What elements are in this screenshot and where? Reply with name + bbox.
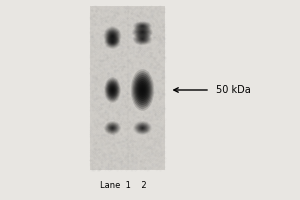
Ellipse shape [138, 124, 147, 132]
Ellipse shape [141, 31, 144, 33]
Ellipse shape [142, 89, 143, 91]
Ellipse shape [133, 73, 152, 107]
Ellipse shape [137, 23, 148, 29]
Ellipse shape [134, 22, 151, 30]
Ellipse shape [108, 124, 117, 132]
Ellipse shape [105, 122, 120, 134]
Ellipse shape [134, 122, 151, 134]
Ellipse shape [107, 30, 118, 42]
Ellipse shape [141, 87, 144, 93]
Ellipse shape [110, 86, 115, 94]
Ellipse shape [135, 77, 150, 103]
Ellipse shape [108, 31, 117, 41]
Ellipse shape [110, 126, 116, 130]
Text: 50 kDa: 50 kDa [216, 85, 251, 95]
Ellipse shape [136, 23, 149, 29]
Ellipse shape [111, 41, 114, 43]
Ellipse shape [135, 22, 150, 30]
Ellipse shape [107, 124, 118, 132]
Ellipse shape [111, 35, 114, 37]
Ellipse shape [131, 69, 154, 111]
Ellipse shape [107, 38, 118, 46]
Ellipse shape [138, 36, 147, 42]
Ellipse shape [141, 25, 144, 27]
Ellipse shape [110, 34, 115, 38]
Ellipse shape [109, 84, 116, 96]
Ellipse shape [136, 35, 148, 43]
Ellipse shape [133, 21, 152, 31]
Ellipse shape [106, 122, 119, 134]
Ellipse shape [132, 25, 153, 39]
Ellipse shape [106, 81, 119, 99]
Ellipse shape [133, 121, 152, 135]
Ellipse shape [134, 75, 151, 105]
Ellipse shape [110, 33, 116, 39]
Ellipse shape [141, 127, 144, 129]
Ellipse shape [135, 27, 150, 37]
Ellipse shape [104, 27, 121, 45]
Ellipse shape [139, 24, 146, 28]
Ellipse shape [139, 30, 146, 34]
Ellipse shape [139, 83, 146, 97]
Ellipse shape [135, 34, 150, 44]
Ellipse shape [109, 125, 116, 131]
Ellipse shape [137, 28, 148, 36]
Ellipse shape [140, 37, 145, 41]
Ellipse shape [109, 39, 116, 45]
Ellipse shape [111, 127, 114, 129]
Ellipse shape [107, 82, 118, 98]
Ellipse shape [140, 85, 145, 95]
Ellipse shape [106, 80, 119, 100]
Ellipse shape [136, 79, 148, 101]
Ellipse shape [137, 36, 148, 42]
Ellipse shape [109, 32, 116, 40]
Ellipse shape [108, 83, 117, 97]
Ellipse shape [112, 89, 113, 91]
Ellipse shape [106, 123, 119, 133]
Ellipse shape [103, 26, 122, 46]
Ellipse shape [110, 40, 115, 44]
Ellipse shape [136, 123, 149, 133]
Ellipse shape [132, 71, 153, 109]
Ellipse shape [137, 124, 148, 132]
Ellipse shape [140, 30, 145, 34]
Ellipse shape [133, 33, 152, 45]
Ellipse shape [140, 126, 145, 130]
Ellipse shape [134, 33, 151, 45]
Ellipse shape [112, 35, 113, 37]
Ellipse shape [139, 37, 146, 41]
Ellipse shape [133, 26, 152, 38]
Ellipse shape [106, 29, 119, 43]
Ellipse shape [138, 24, 147, 28]
Ellipse shape [108, 38, 117, 46]
Ellipse shape [134, 26, 151, 38]
Ellipse shape [105, 28, 120, 44]
Ellipse shape [105, 78, 120, 102]
Ellipse shape [139, 125, 146, 131]
Ellipse shape [110, 40, 115, 44]
Ellipse shape [136, 23, 148, 29]
Ellipse shape [139, 126, 146, 130]
Ellipse shape [104, 77, 121, 103]
Ellipse shape [141, 38, 144, 40]
Ellipse shape [110, 87, 115, 93]
Ellipse shape [111, 88, 114, 92]
Ellipse shape [106, 37, 119, 47]
Ellipse shape [136, 34, 149, 44]
Ellipse shape [137, 81, 148, 99]
Ellipse shape [138, 29, 147, 35]
Ellipse shape [140, 25, 145, 27]
Ellipse shape [104, 35, 121, 49]
Ellipse shape [110, 126, 115, 130]
Text: Lane  1    2: Lane 1 2 [100, 181, 146, 190]
Ellipse shape [104, 121, 121, 135]
Bar [90, 6, 165, 170]
Ellipse shape [105, 36, 120, 48]
Ellipse shape [136, 28, 149, 36]
Ellipse shape [106, 36, 119, 48]
Ellipse shape [135, 122, 150, 134]
